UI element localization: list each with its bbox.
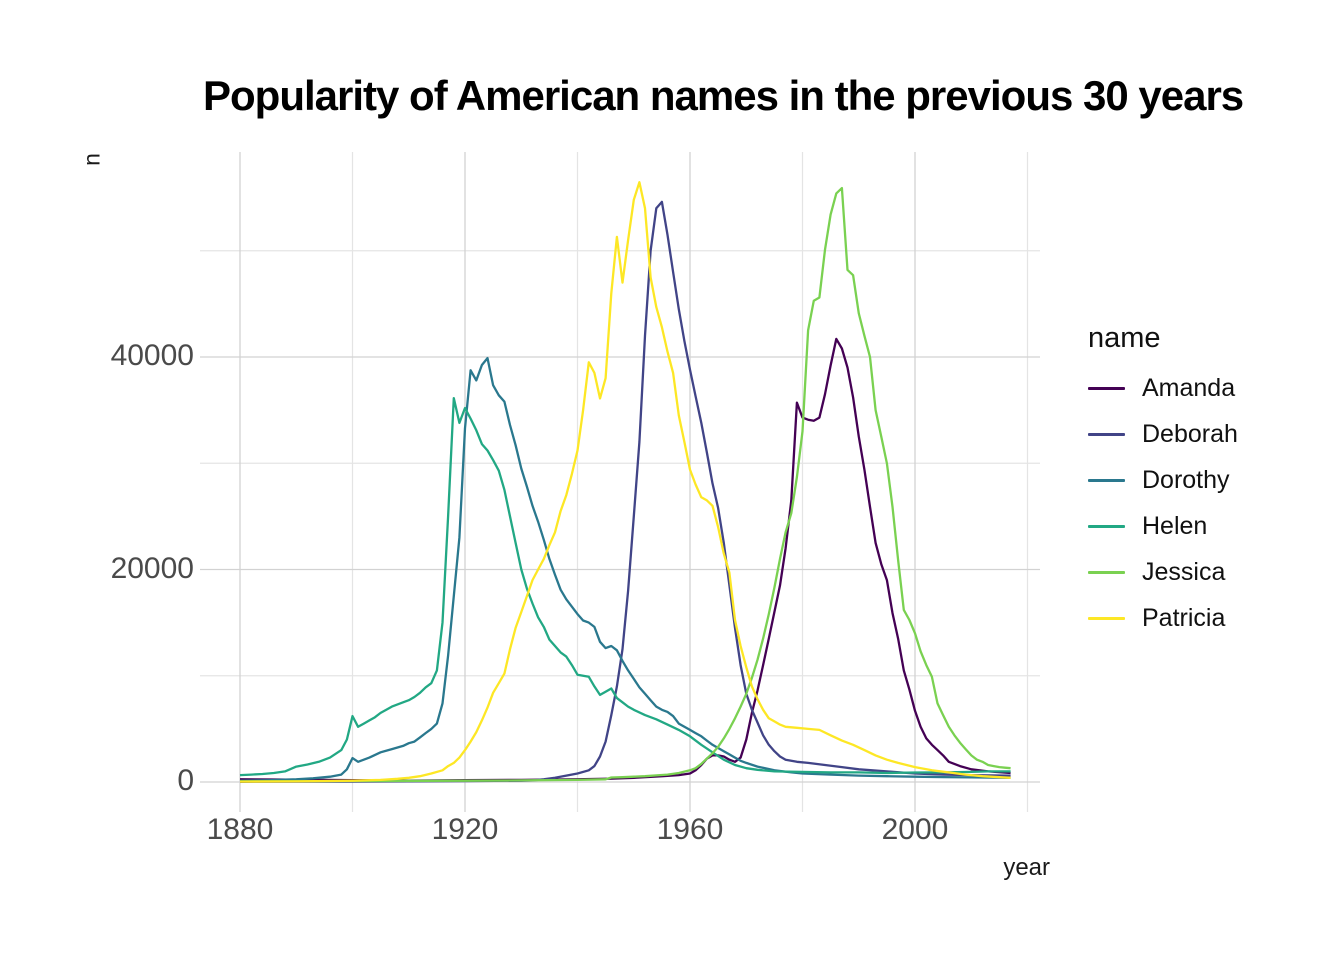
- legend-item-amanda: Amanda: [1088, 365, 1338, 411]
- y-tick-label: 40000: [110, 339, 194, 372]
- legend-title: name: [1088, 322, 1161, 354]
- legend-item-dorothy: Dorothy: [1088, 457, 1338, 503]
- legend-label: Dorothy: [1142, 465, 1230, 494]
- legend-key-line-icon: [1088, 478, 1125, 482]
- legend-key-line-icon: [1088, 386, 1125, 390]
- y-tick-label: 0: [177, 764, 194, 797]
- series-line-deborah: [239, 200, 1011, 783]
- gridlines-major: [200, 152, 1040, 812]
- legend: name Amanda Deborah Dorothy Helen Jessica Pat…: [1088, 320, 1338, 641]
- series-line-jessica: [239, 186, 1011, 783]
- x-tick-label: 1920: [431, 813, 499, 846]
- series-line-dorothy: [239, 356, 1011, 782]
- x-tick-label: 2000: [881, 813, 949, 846]
- chart-title: Popularity of American names in the prev…: [203, 72, 1244, 119]
- x-tick-label: 1960: [656, 813, 724, 846]
- series-line-amanda: [239, 337, 1011, 782]
- legend-label: Patricia: [1142, 603, 1226, 632]
- x-tick-label: 1880: [206, 813, 274, 846]
- gridlines-minor: [200, 152, 1040, 812]
- legend-label: Helen: [1142, 511, 1208, 540]
- data-series-lines: [239, 181, 1011, 783]
- legend-item-deborah: Deborah: [1088, 411, 1338, 457]
- legend-label: Deborah: [1142, 419, 1238, 448]
- legend-items: Amanda Deborah Dorothy Helen Jessica Patricia: [1088, 365, 1338, 641]
- x-axis-title: year: [1003, 854, 1050, 881]
- y-tick-label: 20000: [110, 551, 194, 585]
- legend-item-helen: Helen: [1088, 503, 1338, 549]
- legend-label: Jessica: [1142, 557, 1226, 586]
- series-line-patricia: [239, 181, 1011, 783]
- legend-key-line-icon: [1088, 432, 1125, 436]
- legend-key-line-icon: [1088, 570, 1125, 574]
- y-axis-title: n: [78, 153, 105, 166]
- legend-key-line-icon: [1088, 524, 1125, 528]
- legend-item-patricia: Patricia: [1088, 595, 1338, 641]
- legend-label: Amanda: [1142, 373, 1236, 402]
- legend-item-jessica: Jessica: [1088, 549, 1338, 595]
- legend-key-line-icon: [1088, 616, 1125, 620]
- series-line-helen: [239, 396, 1011, 777]
